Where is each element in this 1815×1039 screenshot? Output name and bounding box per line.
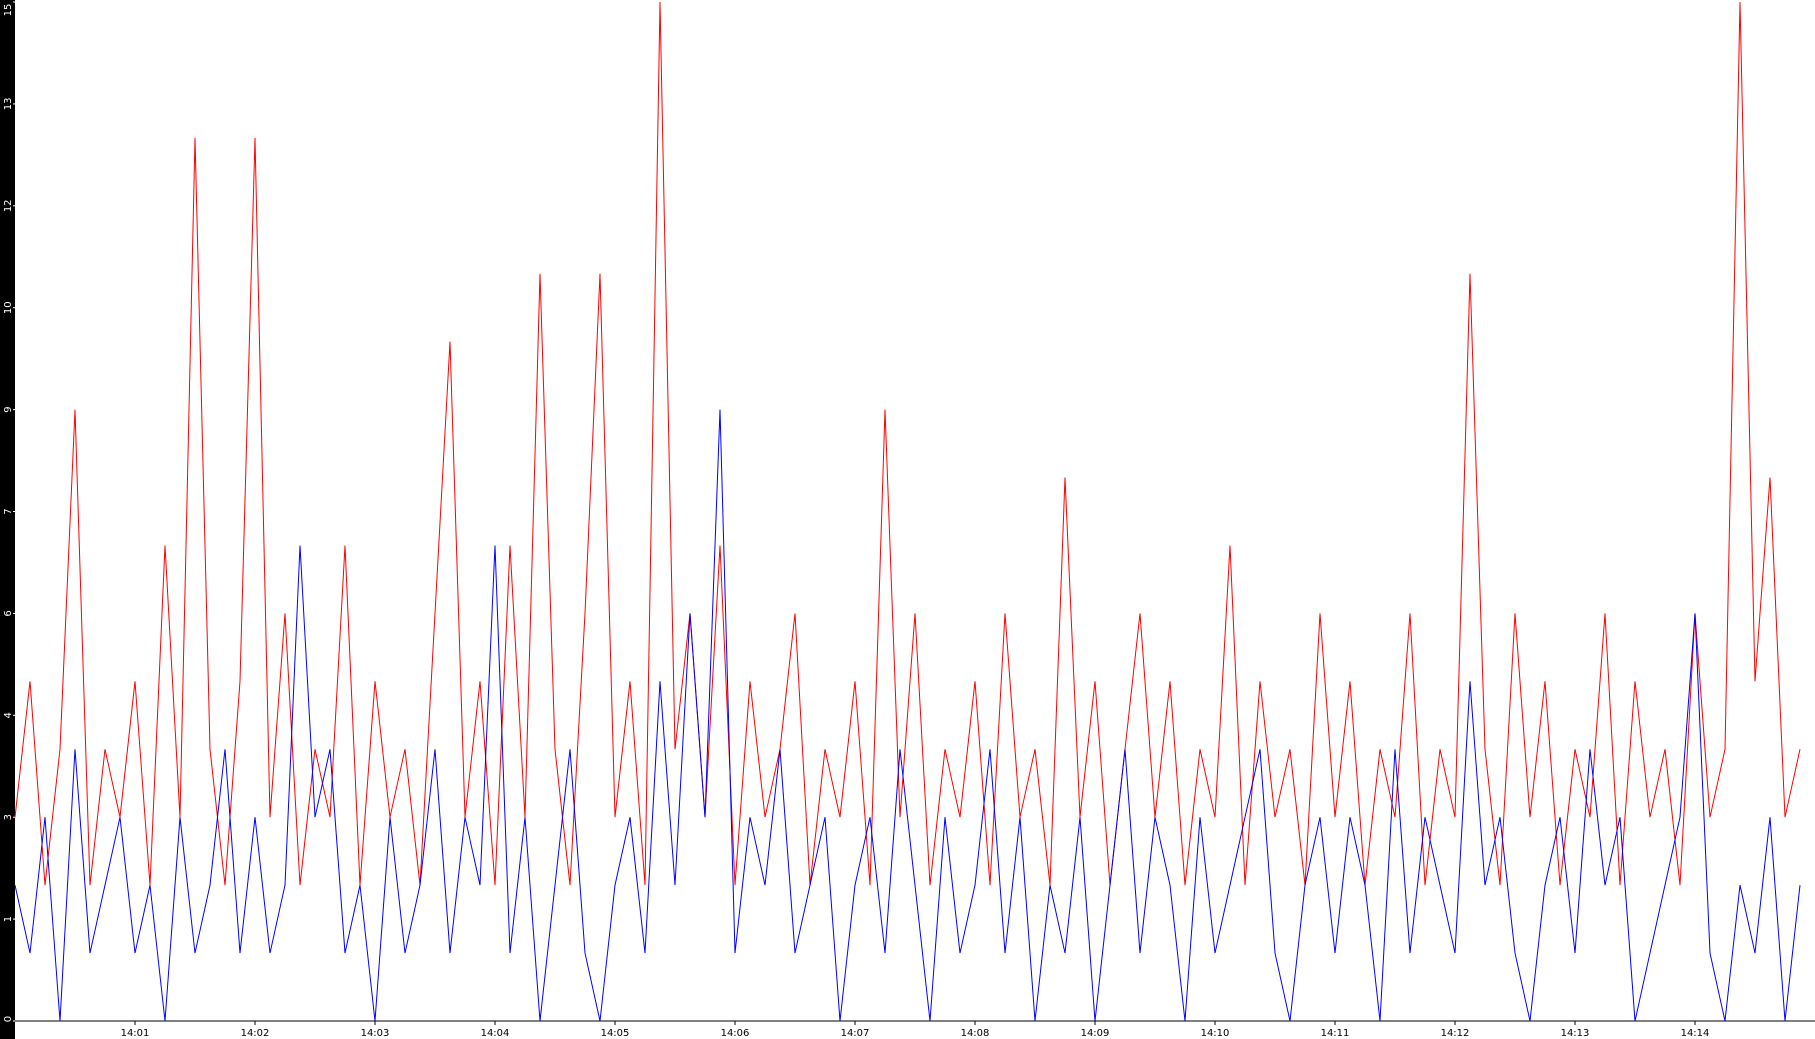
- y-axis-strip: [0, 0, 15, 1039]
- x-tick-label: 14:03: [361, 1028, 390, 1039]
- y-tick-label: 6: [3, 610, 14, 616]
- x-tick-label: 14:11: [1321, 1028, 1350, 1039]
- y-tick-label: 13: [3, 98, 14, 111]
- x-tick-label: 14:09: [1081, 1028, 1110, 1039]
- x-tick-label: 14:01: [121, 1028, 150, 1039]
- x-tick-label: 14:04: [481, 1028, 510, 1039]
- x-tick-label: 14:12: [1441, 1028, 1470, 1039]
- y-tick-label: 4: [3, 712, 14, 718]
- x-tick-label: 14:06: [721, 1028, 750, 1039]
- x-tick-label: 14:08: [961, 1028, 990, 1039]
- x-tick-label: 14:02: [241, 1028, 270, 1039]
- x-tick-label: 14:14: [1681, 1028, 1710, 1039]
- y-tick-label: 9: [3, 406, 14, 412]
- y-tick-label: 3: [3, 814, 14, 820]
- x-tick-label: 14:10: [1201, 1028, 1230, 1039]
- y-tick-label: 7: [3, 508, 14, 514]
- x-tick-label: 14:07: [841, 1028, 870, 1039]
- y-tick-label: 15: [3, 4, 14, 17]
- series-line: [14, 409, 1801, 1022]
- y-tick-label: 0: [3, 1016, 14, 1022]
- y-tick-label: 10: [3, 301, 14, 314]
- x-tick-label: 14:05: [601, 1028, 630, 1039]
- x-tick-label: 14:13: [1561, 1028, 1590, 1039]
- y-tick-label: 12: [3, 199, 14, 212]
- y-tick-label: 1: [3, 916, 14, 922]
